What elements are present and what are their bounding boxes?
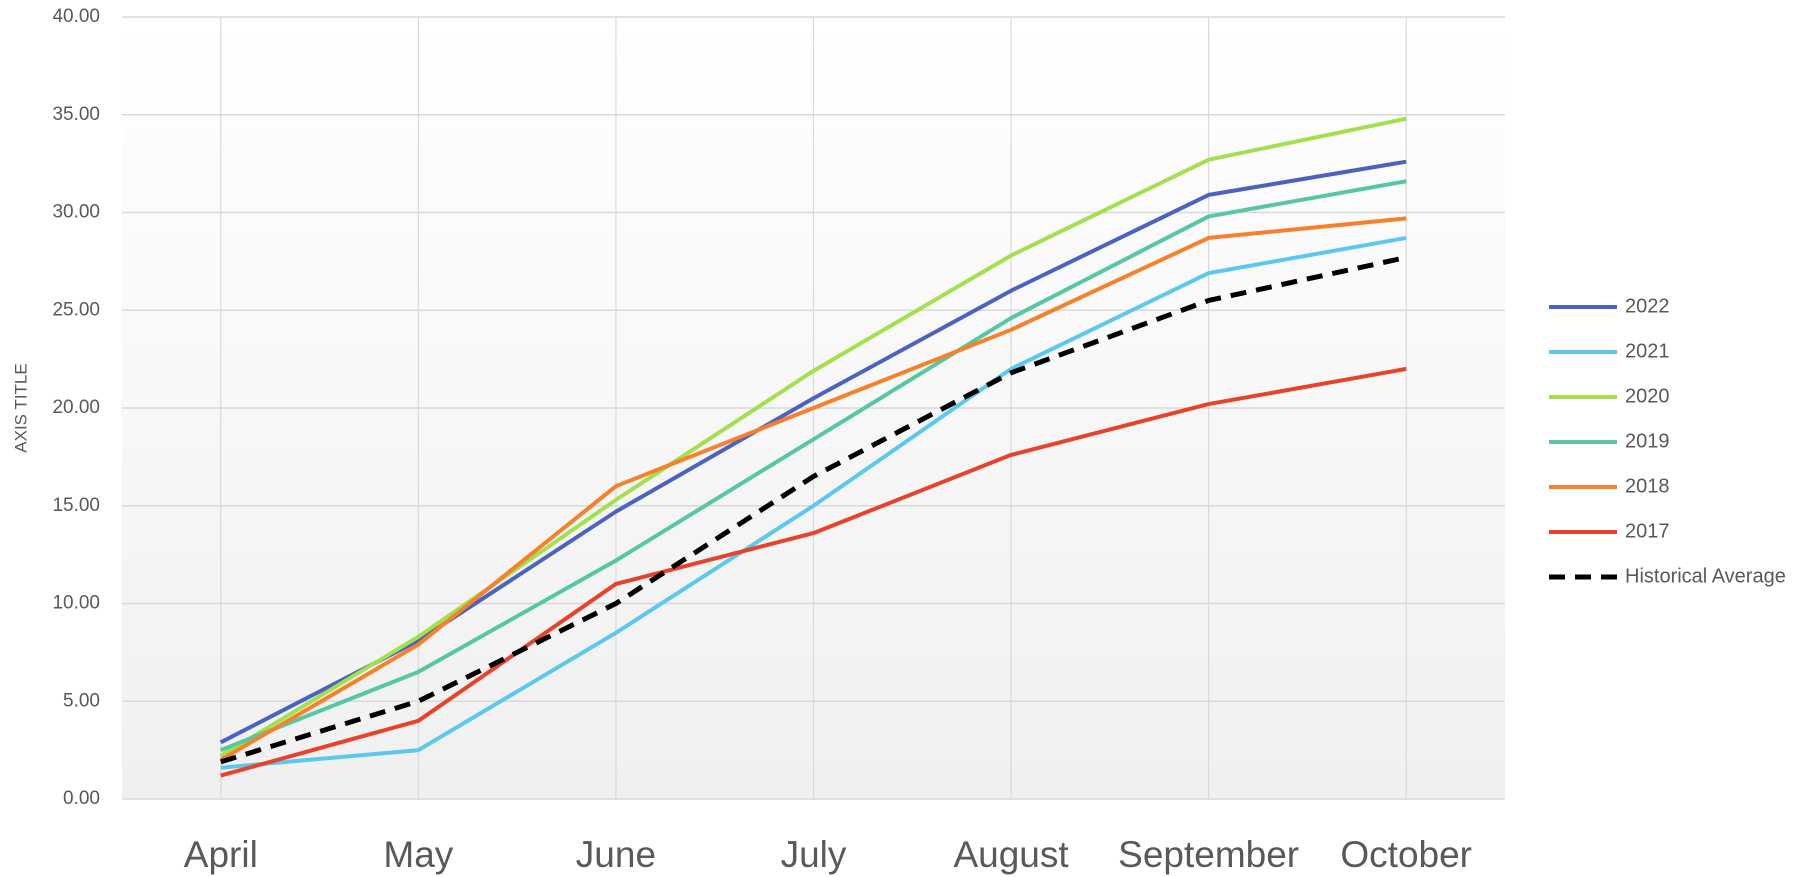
x-tick-label: September (1118, 834, 1299, 875)
y-tick-label: 5.00 (63, 690, 100, 711)
x-tick-label: May (383, 834, 453, 875)
y-tick-label: 25.00 (52, 299, 100, 320)
legend-label: 2017 (1625, 520, 1670, 542)
y-tick-label: 30.00 (52, 202, 100, 223)
y-tick-label: 35.00 (52, 104, 100, 125)
x-tick-label: June (576, 834, 656, 875)
x-tick-label: October (1340, 834, 1472, 875)
legend-label: 2019 (1625, 430, 1670, 452)
x-tick-label: August (953, 834, 1069, 875)
series-line (220, 255, 1407, 765)
series-line (220, 235, 1407, 770)
y-tick-label: 20.00 (52, 397, 100, 418)
series-line (219, 216, 1407, 762)
legend-label: 2020 (1625, 385, 1670, 407)
x-tick-label: April (184, 834, 258, 875)
y-tick-label: 40.00 (52, 6, 100, 27)
y-tick-label: 10.00 (52, 593, 100, 614)
y-tick-label: 15.00 (52, 495, 100, 516)
series-line (220, 179, 1407, 752)
legend-label: 2018 (1625, 475, 1670, 497)
y-tick-label: 0.00 (63, 788, 100, 809)
y-axis-title: AXIS TITLE (11, 363, 30, 452)
legend-label: Historical Average (1625, 565, 1786, 587)
series-line (219, 116, 1407, 758)
legend-label: 2021 (1625, 340, 1670, 362)
x-tick-label: July (781, 834, 847, 875)
legend-label: 2022 (1625, 295, 1670, 317)
series-line (219, 159, 1407, 745)
series-line (220, 366, 1407, 778)
